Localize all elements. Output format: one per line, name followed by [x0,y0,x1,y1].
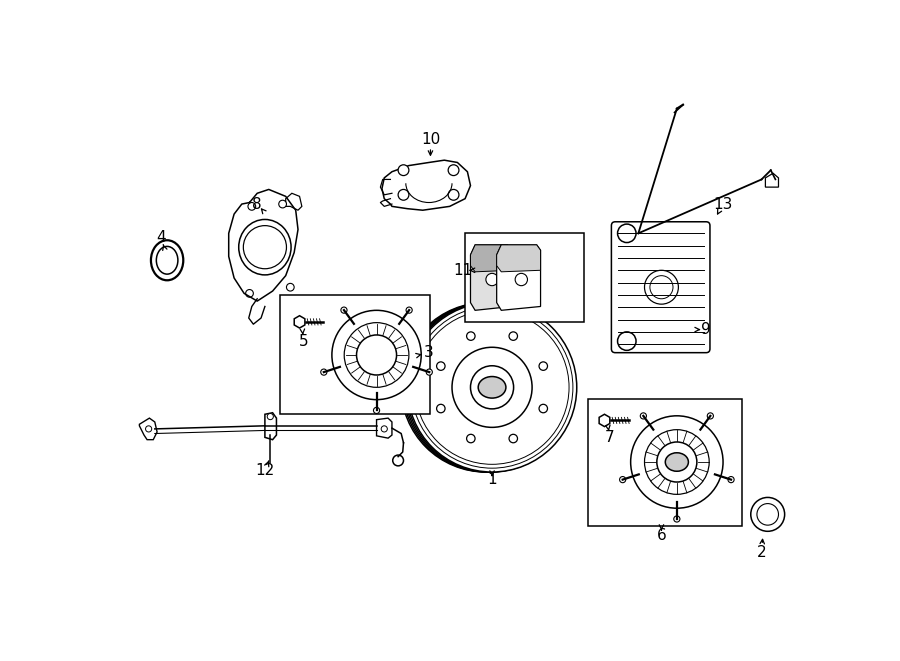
Circle shape [619,477,625,483]
Circle shape [509,332,518,340]
Polygon shape [376,418,392,438]
Text: 4: 4 [156,229,166,245]
Ellipse shape [665,453,688,471]
Ellipse shape [238,219,291,275]
FancyBboxPatch shape [611,222,710,353]
Text: 11: 11 [454,263,473,278]
Circle shape [382,426,387,432]
Text: 7: 7 [605,430,615,445]
Circle shape [539,405,547,412]
Polygon shape [497,245,541,310]
Circle shape [751,498,785,531]
Circle shape [246,290,254,297]
Polygon shape [294,316,305,328]
Circle shape [644,270,679,304]
Circle shape [248,202,256,210]
Text: 12: 12 [256,463,274,478]
Text: 13: 13 [714,196,733,212]
Circle shape [286,284,294,291]
Polygon shape [765,173,778,187]
Circle shape [374,407,380,414]
Circle shape [267,414,274,420]
Circle shape [674,516,680,522]
Circle shape [486,274,499,286]
Bar [280,295,430,414]
Circle shape [509,434,518,443]
Circle shape [466,332,475,340]
Circle shape [448,190,459,200]
Circle shape [427,369,432,375]
Circle shape [471,366,514,409]
Circle shape [617,224,636,243]
Circle shape [406,307,412,313]
Text: 9: 9 [701,322,711,337]
Ellipse shape [157,247,178,274]
Circle shape [466,434,475,443]
Text: 8: 8 [252,196,262,212]
Circle shape [640,413,646,419]
Polygon shape [285,193,302,210]
Text: 5: 5 [299,334,308,348]
Circle shape [146,426,152,432]
Ellipse shape [478,377,506,398]
Circle shape [707,413,714,419]
Text: 1: 1 [487,472,497,487]
Polygon shape [140,418,158,440]
Circle shape [539,362,547,370]
Polygon shape [497,245,541,272]
Text: 2: 2 [757,545,767,561]
Polygon shape [599,414,610,426]
Circle shape [728,477,734,483]
Text: 3: 3 [424,345,434,360]
Text: 6: 6 [657,527,666,543]
Circle shape [436,405,446,412]
Circle shape [398,190,409,200]
Polygon shape [265,412,276,440]
Polygon shape [471,245,511,272]
Circle shape [617,332,636,350]
Circle shape [398,165,409,176]
Circle shape [436,362,446,370]
Circle shape [320,369,327,375]
Bar [465,233,584,322]
Circle shape [515,274,527,286]
Circle shape [279,200,286,208]
Polygon shape [471,245,511,310]
Circle shape [448,165,459,176]
Circle shape [341,307,347,313]
Bar [589,399,742,526]
Polygon shape [382,160,471,210]
Text: 10: 10 [421,132,440,147]
Circle shape [408,303,577,472]
